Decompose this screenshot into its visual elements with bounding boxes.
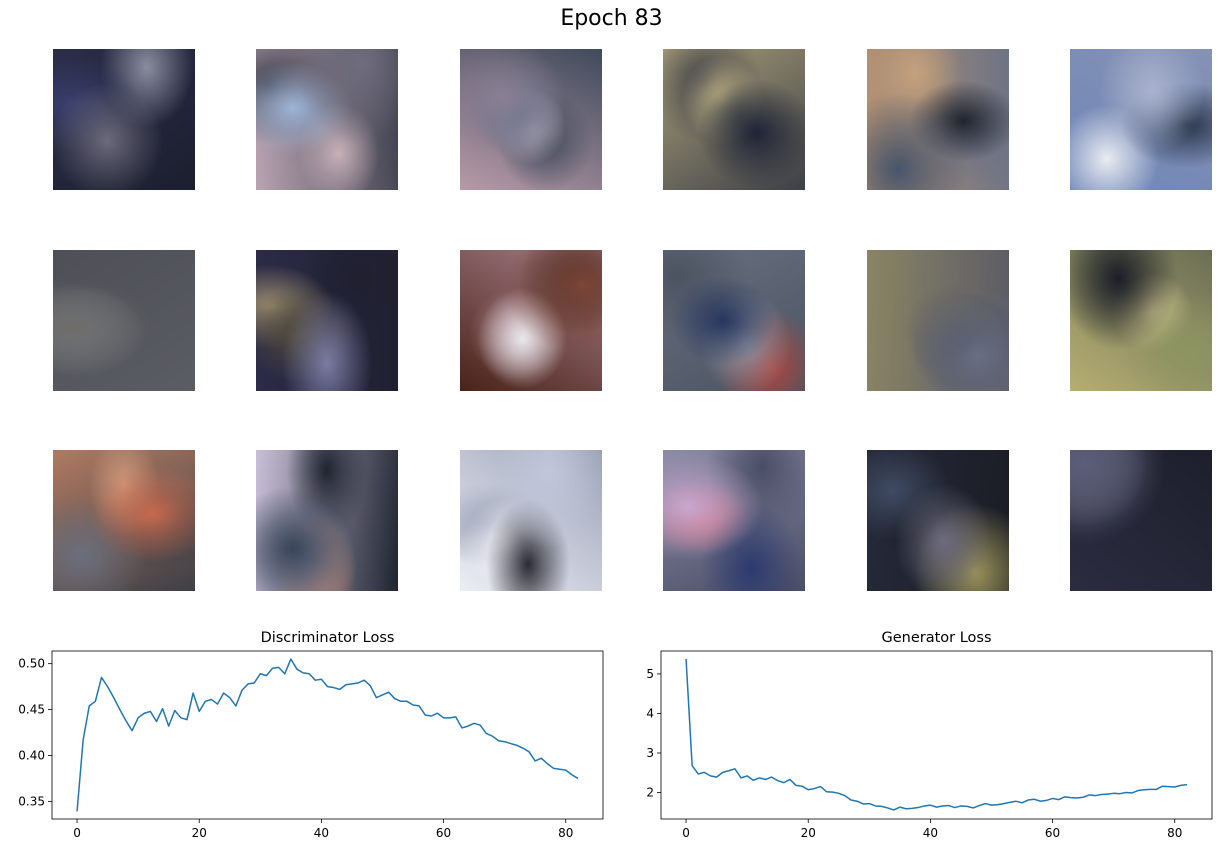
y-tick-label: 3 xyxy=(646,746,654,760)
sample-image-r1c4 xyxy=(663,49,805,190)
x-tick-label: 60 xyxy=(436,826,451,840)
y-tick-label: 0.40 xyxy=(18,748,45,762)
sample-image-r3c5 xyxy=(867,450,1009,591)
generator-loss-chart: Generator Loss 0 20 40 60 80 2 3 4 5 xyxy=(646,630,1213,840)
axes-frame xyxy=(51,650,604,820)
x-tick-label: 80 xyxy=(1167,826,1182,840)
sample-image-r1c1 xyxy=(53,49,195,190)
discriminator-loss-chart: Discriminator Loss 0 20 40 60 80 0.35 0.40 0.45 0… xyxy=(18,630,604,840)
y-tick-label: 0.50 xyxy=(18,657,45,671)
y-tick-label: 2 xyxy=(646,786,654,800)
loss-series-line xyxy=(685,658,1188,811)
sample-image-r3c3 xyxy=(460,450,602,591)
sample-image-r2c2 xyxy=(256,250,398,391)
chart-title: Discriminator Loss xyxy=(261,630,395,646)
sample-image-r1c6 xyxy=(1070,49,1212,190)
x-tick-label: 0 xyxy=(73,826,81,840)
y-tick-label: 0.45 xyxy=(18,703,45,717)
x-tick-label: 40 xyxy=(923,826,938,840)
sample-image-r1c3 xyxy=(460,49,602,190)
sample-image-r3c4 xyxy=(663,450,805,591)
sample-image-r1c5 xyxy=(867,49,1009,190)
y-tick-label: 0.35 xyxy=(18,794,45,808)
loss-series-line xyxy=(76,658,579,812)
x-tick-label: 40 xyxy=(314,826,329,840)
sample-image-r2c6 xyxy=(1070,250,1212,391)
x-tick-label: 60 xyxy=(1045,826,1060,840)
sample-image-r2c4 xyxy=(663,250,805,391)
sample-image-r3c1 xyxy=(53,450,195,591)
axes-frame xyxy=(660,650,1213,820)
x-tick-label: 20 xyxy=(192,826,207,840)
y-tick-label: 5 xyxy=(646,667,654,681)
sample-image-r3c6 xyxy=(1070,450,1212,591)
sample-image-r2c5 xyxy=(867,250,1009,391)
chart-title: Generator Loss xyxy=(881,630,991,646)
sample-image-r2c3 xyxy=(460,250,602,391)
sample-image-r1c2 xyxy=(256,49,398,190)
sample-image-r2c1 xyxy=(53,250,195,391)
figure-title: Epoch 83 xyxy=(560,6,663,31)
x-tick-label: 0 xyxy=(682,826,690,840)
x-tick-label: 80 xyxy=(558,826,573,840)
y-tick-label: 4 xyxy=(646,706,654,720)
x-tick-label: 20 xyxy=(801,826,816,840)
sample-image-r3c2 xyxy=(256,450,398,591)
